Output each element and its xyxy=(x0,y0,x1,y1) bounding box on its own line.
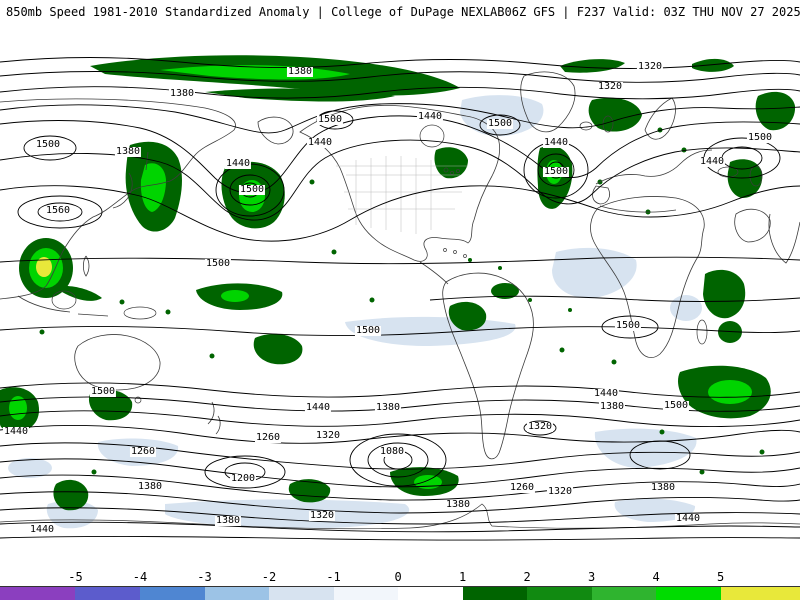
colorbar-segment xyxy=(140,587,205,600)
product-title: 850mb Speed 1981-2010 Standardized Anoma… xyxy=(6,5,505,19)
colorbar-segment xyxy=(720,587,800,600)
colorbar-tick-label: 2 xyxy=(523,570,531,584)
us-state-borders xyxy=(336,156,468,234)
colorbar-segment xyxy=(591,587,657,600)
header: 850mb Speed 1981-2010 Standardized Anoma… xyxy=(0,5,800,19)
colorbar-tick-label: -5 xyxy=(68,570,83,584)
colorbar-segment xyxy=(333,587,399,600)
colorbar-segment xyxy=(204,587,270,600)
colorbar-segment xyxy=(462,587,528,600)
colorbar-tick-label: 3 xyxy=(587,570,596,584)
colorbar-segment xyxy=(398,587,463,600)
colorbar-tick-label: -4 xyxy=(132,570,148,584)
colorbar-segment xyxy=(527,587,592,600)
model-run-info: 06Z GFS | F237 Valid: 03Z THU NOV 27 202… xyxy=(504,5,800,19)
colorbar-segment xyxy=(75,587,140,600)
colorbar-ticks: -5 -4 -3 -2 -1 0 1 2 3 4 5 xyxy=(0,570,800,585)
colorbar-segment xyxy=(0,587,76,600)
colorbar-tick-label: 4 xyxy=(652,570,660,584)
colorbar-tick-label: 0 xyxy=(394,570,402,584)
height-contours xyxy=(0,57,800,541)
scattered-anomaly-specks xyxy=(39,127,765,475)
colorbar-tick-label: -1 xyxy=(326,570,341,584)
colorbar-segment xyxy=(269,587,334,600)
colorbar-tick-label: 5 xyxy=(717,570,725,584)
colorbar-tick-label: -2 xyxy=(261,570,277,584)
negative-anomaly-fills xyxy=(8,95,702,529)
colorbar-segment xyxy=(656,587,721,600)
colorbar xyxy=(0,586,800,600)
colorbar-area: -5 -4 -3 -2 -1 0 1 2 3 4 5 xyxy=(0,570,800,600)
colorbar-tick-label: -3 xyxy=(197,570,212,584)
colorbar-tick-label: 1 xyxy=(458,570,467,584)
